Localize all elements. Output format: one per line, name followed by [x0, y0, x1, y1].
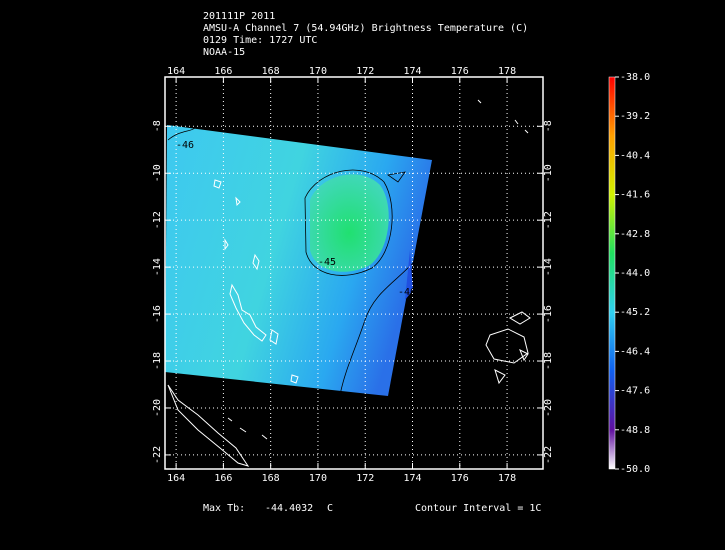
- colorbar-label: -40.4: [620, 150, 650, 161]
- contour-interval: Contour Interval = 1C: [415, 503, 541, 514]
- grid: 164 164 166 166 168 168 170 170 172 172 174 174 176 1…: [152, 66, 554, 484]
- lat-label: -10: [152, 164, 163, 182]
- contour-label: -46: [176, 140, 194, 151]
- lon-label: 172: [356, 473, 374, 484]
- lon-label: 178: [498, 473, 516, 484]
- lat-label: -14: [543, 258, 554, 276]
- coastline: [167, 384, 250, 467]
- unit: C: [327, 503, 333, 514]
- header-line: 201111P 2011: [203, 11, 275, 22]
- lon-label: 166: [214, 473, 232, 484]
- lon-label: 176: [451, 473, 469, 484]
- header: 201111P 2011 AMSU-A Channel 7 (54.94GHz)…: [203, 11, 528, 58]
- lat-label: -18: [543, 352, 554, 370]
- swath-fill: [165, 125, 432, 396]
- map-frame: [164, 76, 544, 470]
- lat-label: -22: [152, 446, 163, 464]
- lat-label: -8: [152, 120, 163, 132]
- colorbar-label: -39.2: [620, 111, 650, 122]
- colorbar-ticks: -38.0 -39.2 -40.4 -41.6 -42.8 -44.0 -45.2 -46.4…: [615, 72, 650, 475]
- colorbar-label: -48.8: [620, 425, 650, 436]
- contour-label: -45: [318, 257, 336, 268]
- lon-label: 166: [214, 66, 232, 77]
- colorbar: [608, 76, 616, 470]
- max-value: -44.4032: [265, 503, 313, 514]
- warm-area: [310, 174, 389, 272]
- contour: [167, 127, 196, 141]
- colorbar-label: -42.8: [620, 229, 650, 240]
- colorbar-label: -50.0: [620, 464, 650, 475]
- lat-label: -14: [152, 258, 163, 276]
- max-label: Max Tb:: [203, 503, 245, 514]
- colorbar-label: -47.6: [620, 386, 650, 397]
- lon-label: 170: [309, 66, 327, 77]
- contour-labels: -46 -45 -46: [176, 140, 416, 298]
- colorbar-label: -44.0: [620, 268, 650, 279]
- lat-label: -22: [543, 446, 554, 464]
- contour: [386, 171, 406, 183]
- header-line: NOAA-15: [203, 47, 245, 58]
- lat-label: -18: [152, 352, 163, 370]
- colorbar-label: -38.0: [620, 72, 650, 83]
- lon-label: 174: [403, 66, 421, 77]
- lon-label: 170: [309, 473, 327, 484]
- lat-label: -16: [543, 305, 554, 323]
- lat-label: -20: [543, 399, 554, 417]
- lat-label: -12: [152, 211, 163, 229]
- lat-label: -16: [152, 305, 163, 323]
- swath: [165, 125, 432, 396]
- lat-label: -8: [543, 120, 554, 132]
- lon-label: 168: [262, 473, 280, 484]
- colorbar-label: -45.2: [620, 307, 650, 318]
- header-line: AMSU-A Channel 7 (54.94GHz) Brightness T…: [203, 23, 528, 34]
- header-line: 0129 Time: 1727 UTC: [203, 35, 317, 46]
- lon-label: 168: [262, 66, 280, 77]
- lat-label: -20: [152, 399, 163, 417]
- lon-label: 164: [167, 66, 185, 77]
- lat-label: -12: [543, 211, 554, 229]
- contour: [339, 254, 421, 396]
- coastline: [229, 283, 267, 342]
- colorbar-label: -41.6: [620, 190, 650, 201]
- lon-label: 178: [498, 66, 516, 77]
- lon-label: 176: [451, 66, 469, 77]
- footer: Max Tb: -44.4032 C Contour Interval = 1C: [203, 503, 541, 514]
- colorbar-label: -46.4: [620, 346, 650, 357]
- lat-label: -10: [543, 164, 554, 182]
- lon-label: 164: [167, 473, 185, 484]
- cold-area: [405, 250, 413, 300]
- coastline: [227, 99, 529, 440]
- coastline: [485, 311, 531, 385]
- contour-label: -46: [398, 287, 416, 298]
- lon-label: 174: [403, 473, 421, 484]
- coastlines: [167, 99, 531, 467]
- lon-label: 172: [356, 66, 374, 77]
- coastline: [213, 179, 299, 384]
- contour: [304, 169, 393, 276]
